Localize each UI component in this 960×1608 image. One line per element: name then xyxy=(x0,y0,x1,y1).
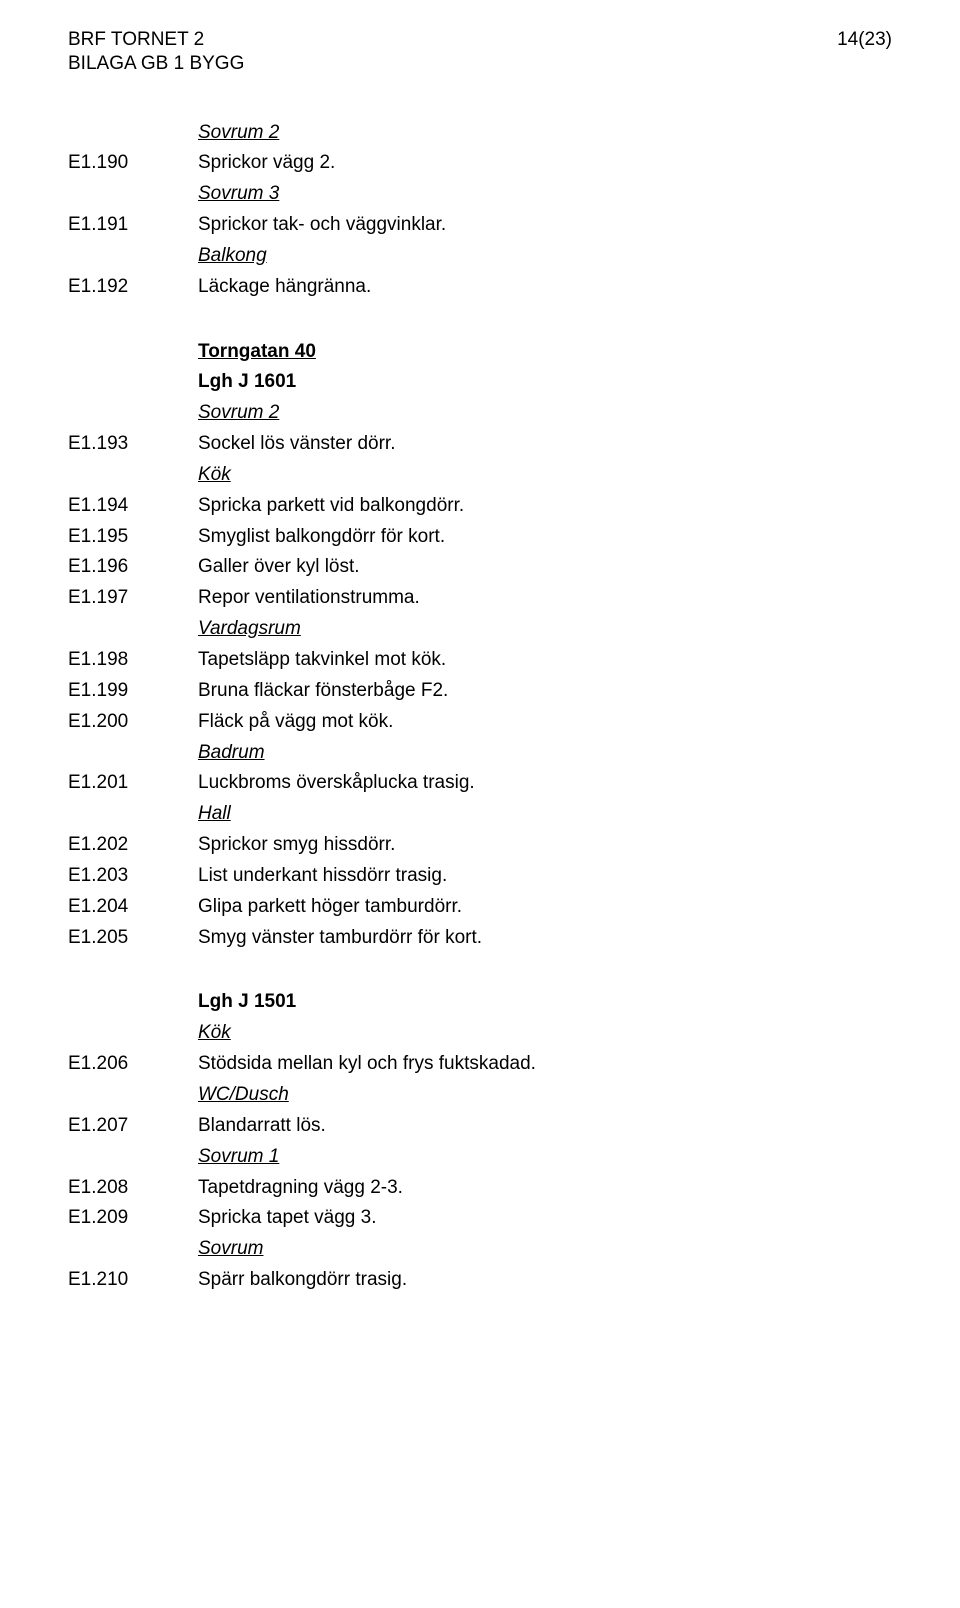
item-row: E1.195Smyglist balkongdörr för kort. xyxy=(68,526,892,548)
item-row: E1.201Luckbroms överskåplucka trasig. xyxy=(68,772,892,794)
item-description: List underkant hissdörr trasig. xyxy=(198,865,892,887)
item-row: E1.210Spärr balkongdörr trasig. xyxy=(68,1269,892,1291)
item-row: E1.196Galler över kyl löst. xyxy=(68,556,892,578)
item-description: Läckage hängränna. xyxy=(198,276,892,298)
section-heading: Vardagsrum xyxy=(198,618,892,640)
section-heading: Sovrum 1 xyxy=(198,1146,892,1168)
item-description: Tapetdragning vägg 2-3. xyxy=(198,1177,892,1199)
item-code: E1.208 xyxy=(68,1177,198,1199)
item-description: Tapetsläpp takvinkel mot kök. xyxy=(198,649,892,671)
item-code: E1.203 xyxy=(68,865,198,887)
item-row: E1.209Spricka tapet vägg 3. xyxy=(68,1207,892,1229)
item-description: Spricka tapet vägg 3. xyxy=(198,1207,892,1229)
section-heading: Sovrum 3 xyxy=(198,183,892,205)
item-code: E1.199 xyxy=(68,680,198,702)
header-line1: BRF TORNET 2 xyxy=(68,28,244,52)
header-left: BRF TORNET 2 BILAGA GB 1 BYGG xyxy=(68,28,244,76)
section-heading: Balkong xyxy=(198,245,892,267)
item-code: E1.195 xyxy=(68,526,198,548)
item-row: E1.206Stödsida mellan kyl och frys fukts… xyxy=(68,1053,892,1075)
item-description: Glipa parkett höger tamburdörr. xyxy=(198,896,892,918)
address-heading: Torngatan 40 xyxy=(198,341,892,363)
item-description: Spricka parkett vid balkongdörr. xyxy=(198,495,892,517)
item-code: E1.206 xyxy=(68,1053,198,1075)
item-description: Sprickor tak- och väggvinklar. xyxy=(198,214,892,236)
item-row: E1.202Sprickor smyg hissdörr. xyxy=(68,834,892,856)
page-header: BRF TORNET 2 BILAGA GB 1 BYGG 14(23) xyxy=(68,28,892,76)
item-code: E1.191 xyxy=(68,214,198,236)
section-heading: WC/Dusch xyxy=(198,1084,892,1106)
item-row: E1.191Sprickor tak- och väggvinklar. xyxy=(68,214,892,236)
item-code: E1.194 xyxy=(68,495,198,517)
item-code: E1.193 xyxy=(68,433,198,455)
item-row: E1.192Läckage hängränna. xyxy=(68,276,892,298)
section-gap xyxy=(68,957,892,991)
item-code: E1.209 xyxy=(68,1207,198,1229)
item-row: E1.207Blandarratt lös. xyxy=(68,1115,892,1137)
section-heading: Sovrum 2 xyxy=(198,402,892,424)
item-code: E1.204 xyxy=(68,896,198,918)
item-description: Sockel lös vänster dörr. xyxy=(198,433,892,455)
document-body: Sovrum 2E1.190Sprickor vägg 2.Sovrum 3E1… xyxy=(68,122,892,1291)
item-row: E1.194Spricka parkett vid balkongdörr. xyxy=(68,495,892,517)
item-code: E1.201 xyxy=(68,772,198,794)
item-description: Sprickor smyg hissdörr. xyxy=(198,834,892,856)
item-row: E1.200Fläck på vägg mot kök. xyxy=(68,711,892,733)
section-heading: Sovrum 2 xyxy=(198,122,892,144)
apartment-heading: Lgh J 1601 xyxy=(198,371,892,393)
item-row: E1.204Glipa parkett höger tamburdörr. xyxy=(68,896,892,918)
section-heading: Kök xyxy=(198,1022,892,1044)
item-code: E1.192 xyxy=(68,276,198,298)
item-code: E1.197 xyxy=(68,587,198,609)
item-code: E1.198 xyxy=(68,649,198,671)
apartment-heading: Lgh J 1501 xyxy=(198,991,892,1013)
item-description: Bruna fläckar fönsterbåge F2. xyxy=(198,680,892,702)
item-description: Repor ventilationstrumma. xyxy=(198,587,892,609)
item-row: E1.199Bruna fläckar fönsterbåge F2. xyxy=(68,680,892,702)
item-code: E1.200 xyxy=(68,711,198,733)
item-row: E1.205Smyg vänster tamburdörr för kort. xyxy=(68,927,892,949)
item-description: Stödsida mellan kyl och frys fuktskadad. xyxy=(198,1053,892,1075)
header-page-number: 14(23) xyxy=(837,28,892,52)
item-description: Luckbroms överskåplucka trasig. xyxy=(198,772,892,794)
item-code: E1.207 xyxy=(68,1115,198,1137)
header-line2: BILAGA GB 1 BYGG xyxy=(68,52,244,76)
section-heading: Kök xyxy=(198,464,892,486)
item-description: Blandarratt lös. xyxy=(198,1115,892,1137)
item-code: E1.210 xyxy=(68,1269,198,1291)
section-heading: Hall xyxy=(198,803,892,825)
item-row: E1.208Tapetdragning vägg 2-3. xyxy=(68,1177,892,1199)
item-description: Galler över kyl löst. xyxy=(198,556,892,578)
item-code: E1.190 xyxy=(68,152,198,174)
item-row: E1.193Sockel lös vänster dörr. xyxy=(68,433,892,455)
item-row: E1.197Repor ventilationstrumma. xyxy=(68,587,892,609)
item-description: Smyg vänster tamburdörr för kort. xyxy=(198,927,892,949)
item-description: Fläck på vägg mot kök. xyxy=(198,711,892,733)
item-description: Spärr balkongdörr trasig. xyxy=(198,1269,892,1291)
section-heading: Badrum xyxy=(198,742,892,764)
item-code: E1.196 xyxy=(68,556,198,578)
item-row: E1.190Sprickor vägg 2. xyxy=(68,152,892,174)
item-description: Smyglist balkongdörr för kort. xyxy=(198,526,892,548)
item-code: E1.205 xyxy=(68,927,198,949)
item-row: E1.198Tapetsläpp takvinkel mot kök. xyxy=(68,649,892,671)
item-code: E1.202 xyxy=(68,834,198,856)
section-heading: Sovrum xyxy=(198,1238,892,1260)
section-gap xyxy=(68,307,892,341)
item-row: E1.203List underkant hissdörr trasig. xyxy=(68,865,892,887)
item-description: Sprickor vägg 2. xyxy=(198,152,892,174)
